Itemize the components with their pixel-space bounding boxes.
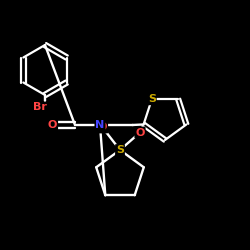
Text: O: O bbox=[135, 128, 145, 138]
Text: Br: Br bbox=[33, 102, 47, 113]
Text: N: N bbox=[96, 120, 104, 130]
Text: O: O bbox=[48, 120, 57, 130]
Text: S: S bbox=[148, 94, 156, 104]
Text: S: S bbox=[116, 145, 124, 155]
Text: O: O bbox=[98, 122, 107, 132]
